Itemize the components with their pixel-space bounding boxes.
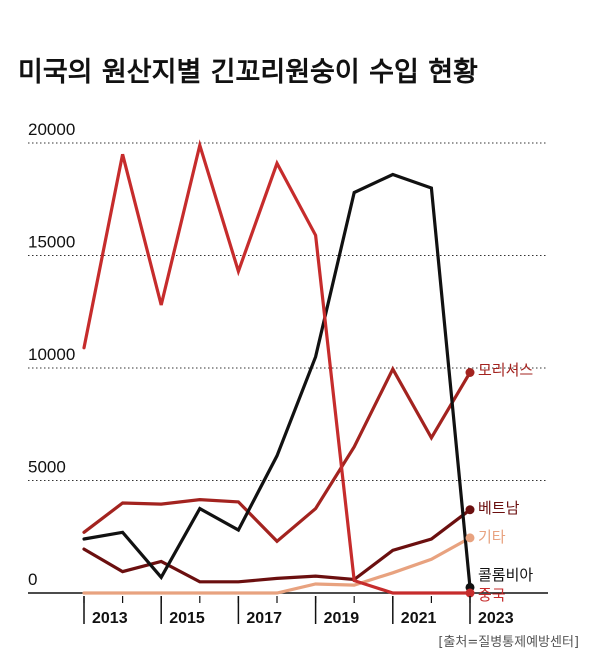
x-tick-label: 2021 [401,610,437,627]
source-note: [출처=질병통제예방센터] [438,635,579,650]
series-line [82,365,472,544]
x-tick-label: 2023 [478,610,514,627]
x-axis: 2013 2015 2017 2019 2021 2023 [83,596,514,627]
series-line [82,139,472,595]
chart-title: 미국의 원산지별 긴꼬리원숭이 수입 현황 [18,57,478,88]
y-tick-label: 20000 [28,120,75,139]
x-tick-label: 2017 [246,610,282,627]
series-lines [82,139,472,595]
y-tick-label: 15000 [28,233,75,252]
series-line [82,172,472,590]
series-endpoint [465,505,475,515]
x-tick-label: 2013 [92,610,128,627]
y-tick-label: 5000 [28,458,66,477]
series-line [82,508,472,584]
x-tick-label: 2019 [324,610,360,627]
series-endpoint [465,588,475,598]
series-label: 베트남 [478,499,520,517]
series-line [82,536,472,595]
y-tick-label: 10000 [28,345,75,364]
series-label: 콜롬비아 [478,566,533,584]
y-tick-label: 0 [28,570,37,589]
series-label: 모리셔스 [478,361,533,379]
series-endpoint [465,533,475,543]
series-label: 기타 [478,528,506,546]
series-endpoints [465,368,475,598]
series-label: 중국 [478,586,506,604]
x-tick-label: 2015 [169,610,205,627]
series-endpoint [465,368,475,377]
y-axis: 0 5000 10000 15000 20000 [28,120,75,589]
